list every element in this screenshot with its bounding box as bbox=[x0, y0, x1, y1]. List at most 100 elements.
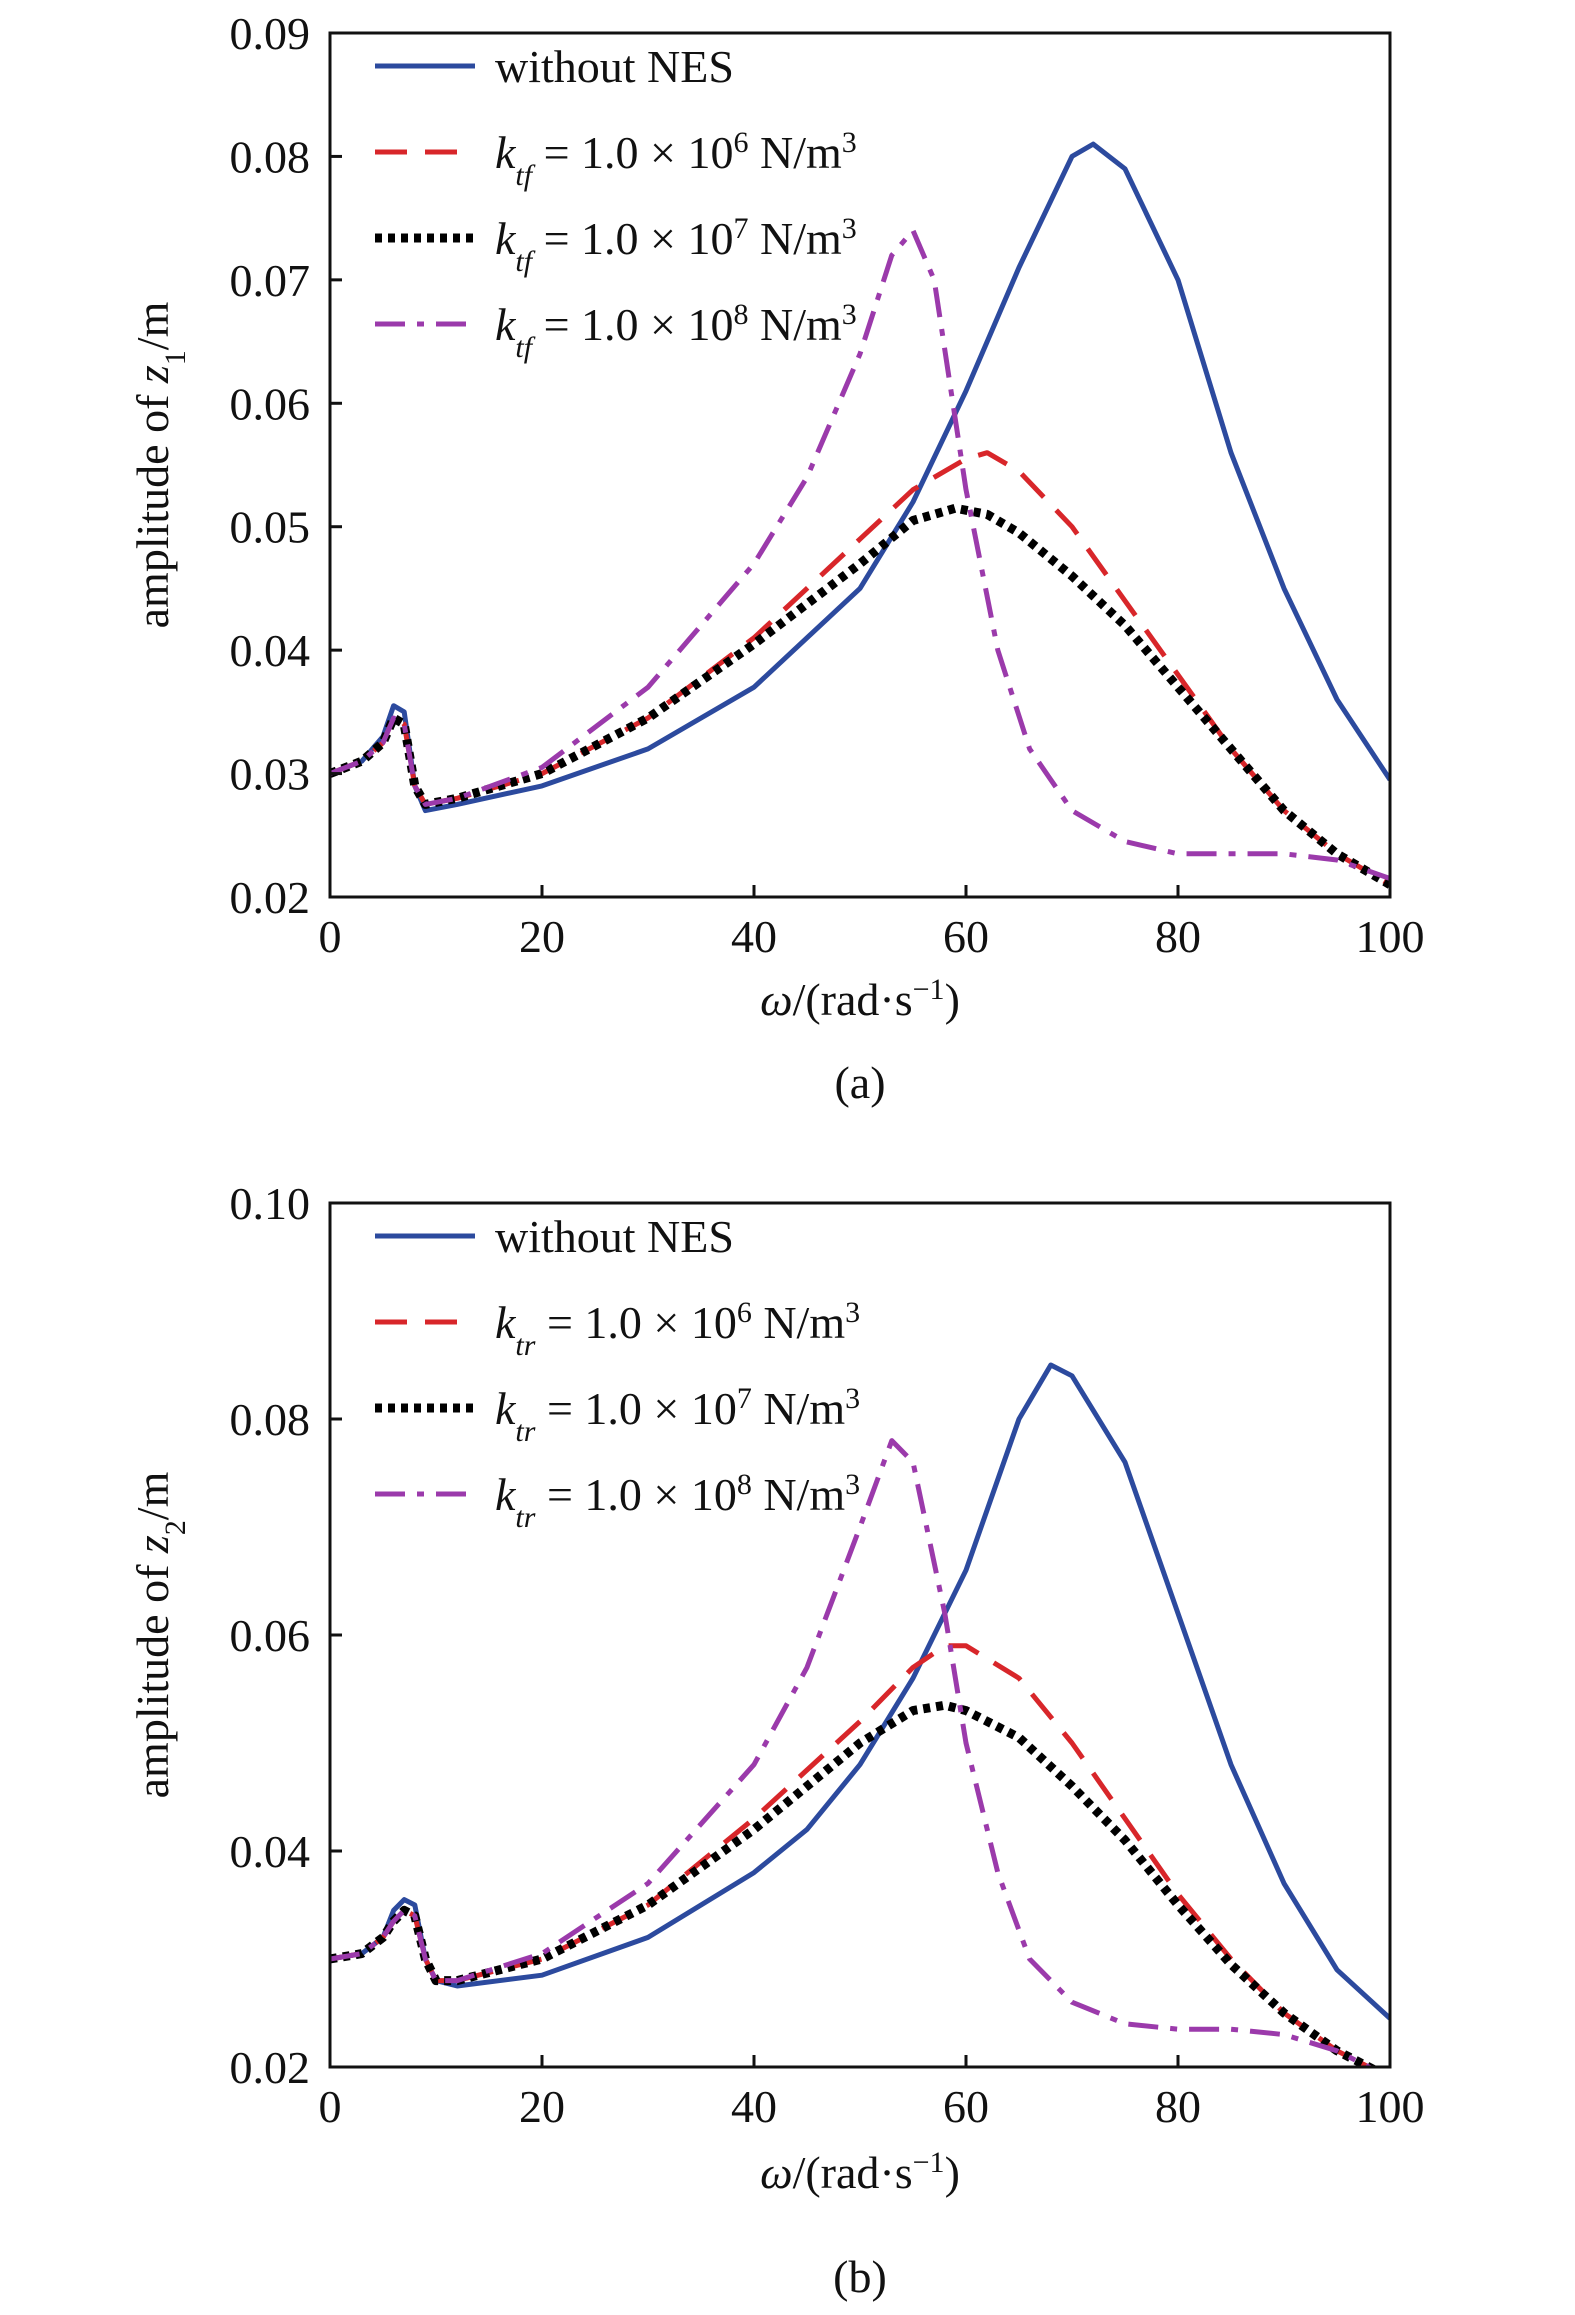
x-axis-unit: /(rad·s bbox=[793, 2147, 913, 2198]
x-tick-label: 40 bbox=[731, 911, 777, 962]
legend-symbol: k bbox=[495, 213, 517, 264]
panel-b: 0 20 40 60 80 100 0.02 0.04 0.06 0.08 0.10 ω/(rad·s… bbox=[127, 1178, 1425, 2302]
y-tick-label: 0.02 bbox=[230, 2042, 311, 2093]
x-tick-label: 100 bbox=[1356, 2081, 1425, 2132]
y-tick-label: 0.04 bbox=[230, 625, 311, 676]
series-line-0 bbox=[330, 141, 1390, 814]
legend-exponent: 7 bbox=[737, 1382, 752, 1415]
panel-a: 0 20 40 60 80 100 0.02 0.03 0.04 0.05 0.06 0.07 0.08… bbox=[127, 8, 1425, 1108]
legend-exponent: 8 bbox=[737, 1468, 752, 1501]
series-line-3 bbox=[330, 228, 1390, 881]
series-line-2 bbox=[330, 1700, 1379, 2067]
plot-frame bbox=[328, 31, 1392, 899]
legend-subscript: tf bbox=[515, 159, 535, 192]
x-axis-symbol: ω bbox=[760, 2147, 792, 2198]
y-axis-variable: z bbox=[127, 1535, 178, 1554]
x-tick-label: 80 bbox=[1155, 2081, 1201, 2132]
legend-unit: N/m bbox=[748, 213, 842, 264]
y-axis-unit: /m bbox=[127, 1471, 178, 1520]
legend-unit-exponent: 3 bbox=[845, 1468, 860, 1501]
y-axis-variable: z bbox=[127, 365, 178, 384]
legend-unit: N/m bbox=[748, 299, 842, 350]
x-tick-label: 0 bbox=[319, 2081, 342, 2132]
y-tick-label: 0.02 bbox=[230, 872, 311, 923]
x-axis-symbol: ω bbox=[760, 974, 792, 1025]
y-tick-label: 0.09 bbox=[230, 8, 311, 59]
series-line-1 bbox=[330, 450, 1390, 887]
series-line-1 bbox=[330, 1643, 1375, 2067]
series-line-2 bbox=[330, 503, 1390, 889]
legend-unit-exponent: 3 bbox=[845, 1382, 860, 1415]
x-tick-label: 40 bbox=[731, 2081, 777, 2132]
y-axis-text: amplitude of bbox=[127, 383, 178, 628]
series-group bbox=[330, 1362, 1390, 2067]
y-tick-label: 0.03 bbox=[230, 749, 311, 800]
legend-subscript: tf bbox=[515, 245, 535, 278]
x-tick-label: 60 bbox=[943, 2081, 989, 2132]
y-tick-label: 0.04 bbox=[230, 1826, 311, 1877]
x-tick-label: 100 bbox=[1356, 911, 1425, 962]
legend-unit: N/m bbox=[748, 127, 842, 178]
legend-label-2: ktr = 1.0 × 107 N/m3 bbox=[495, 1382, 860, 1448]
y-tick-label: 0.07 bbox=[230, 255, 311, 306]
x-axis-label: ω/(rad·s−1) bbox=[760, 973, 960, 1026]
x-tick-label: 0 bbox=[319, 911, 342, 962]
legend-label-1: ktr = 1.0 × 106 N/m3 bbox=[495, 1296, 860, 1362]
y-tick-label: 0.06 bbox=[230, 1610, 311, 1661]
legend-unit-exponent: 3 bbox=[842, 212, 857, 245]
panel-caption: (a) bbox=[834, 1057, 885, 1108]
legend-equation: = 1.0 × 10 bbox=[535, 1469, 736, 1520]
legend-unit-exponent: 3 bbox=[842, 298, 857, 331]
legend-unit: N/m bbox=[752, 1297, 846, 1348]
legend-equation: = 1.0 × 10 bbox=[535, 1383, 736, 1434]
y-axis-text: amplitude of bbox=[127, 1553, 178, 1798]
legend-symbol: k bbox=[495, 299, 517, 350]
legend-subscript: tr bbox=[515, 1501, 535, 1534]
legend-text-plain: without NES bbox=[495, 41, 734, 92]
legend-symbol: k bbox=[495, 1297, 517, 1348]
legend-exponent: 7 bbox=[733, 212, 748, 245]
legend-symbol: k bbox=[495, 127, 517, 178]
y-tick-label: 0.05 bbox=[230, 502, 311, 553]
y-tick-label: 0.08 bbox=[230, 1394, 311, 1445]
legend-symbol: k bbox=[495, 1469, 517, 1520]
y-axis-subscript: 1 bbox=[159, 350, 192, 365]
y-axis-subscript: 2 bbox=[159, 1520, 192, 1535]
x-axis-label: ω/(rad·s−1) bbox=[760, 2146, 960, 2199]
x-axis-unit: /(rad·s bbox=[793, 974, 913, 1025]
legend-label-3: ktr = 1.0 × 108 N/m3 bbox=[495, 1468, 860, 1534]
legend-label-0: without NES bbox=[495, 1211, 734, 1262]
y-tick-label: 0.08 bbox=[230, 131, 311, 182]
legend-symbol: k bbox=[495, 1383, 517, 1434]
x-tick-label: 60 bbox=[943, 911, 989, 962]
legend-unit: N/m bbox=[752, 1469, 846, 1520]
panel-caption: (b) bbox=[833, 2251, 887, 2302]
x-tick-label: 20 bbox=[519, 2081, 565, 2132]
legend-exponent: 6 bbox=[737, 1296, 752, 1329]
legend-label-1: ktf = 1.0 × 106 N/m3 bbox=[495, 126, 857, 192]
plot-frame bbox=[328, 1201, 1392, 2069]
y-axis-unit: /m bbox=[127, 301, 178, 350]
legend-unit-exponent: 3 bbox=[842, 126, 857, 159]
legend-equation: = 1.0 × 10 bbox=[532, 127, 733, 178]
x-axis-unit-exp: −1 bbox=[913, 973, 945, 1006]
legend-equation: = 1.0 × 10 bbox=[532, 213, 733, 264]
y-tick-label: 0.06 bbox=[230, 378, 311, 429]
legend-equation: = 1.0 × 10 bbox=[535, 1297, 736, 1348]
y-axis-label: amplitude of z2/m bbox=[127, 1471, 192, 1798]
legend-label-2: ktf = 1.0 × 107 N/m3 bbox=[495, 212, 857, 278]
legend-unit: N/m bbox=[752, 1383, 846, 1434]
series-line-0 bbox=[330, 1362, 1390, 2021]
legend-exponent: 8 bbox=[733, 298, 748, 331]
x-tick-label: 20 bbox=[519, 911, 565, 962]
legend-subscript: tf bbox=[515, 331, 535, 364]
legend-subscript: tr bbox=[515, 1329, 535, 1362]
legend-label-3: ktf = 1.0 × 108 N/m3 bbox=[495, 298, 857, 364]
x-axis-unit-close: ) bbox=[945, 2147, 960, 2198]
legend-unit-exponent: 3 bbox=[845, 1296, 860, 1329]
x-axis-unit-exp: −1 bbox=[913, 2146, 945, 2179]
legend-subscript: tr bbox=[515, 1415, 535, 1448]
